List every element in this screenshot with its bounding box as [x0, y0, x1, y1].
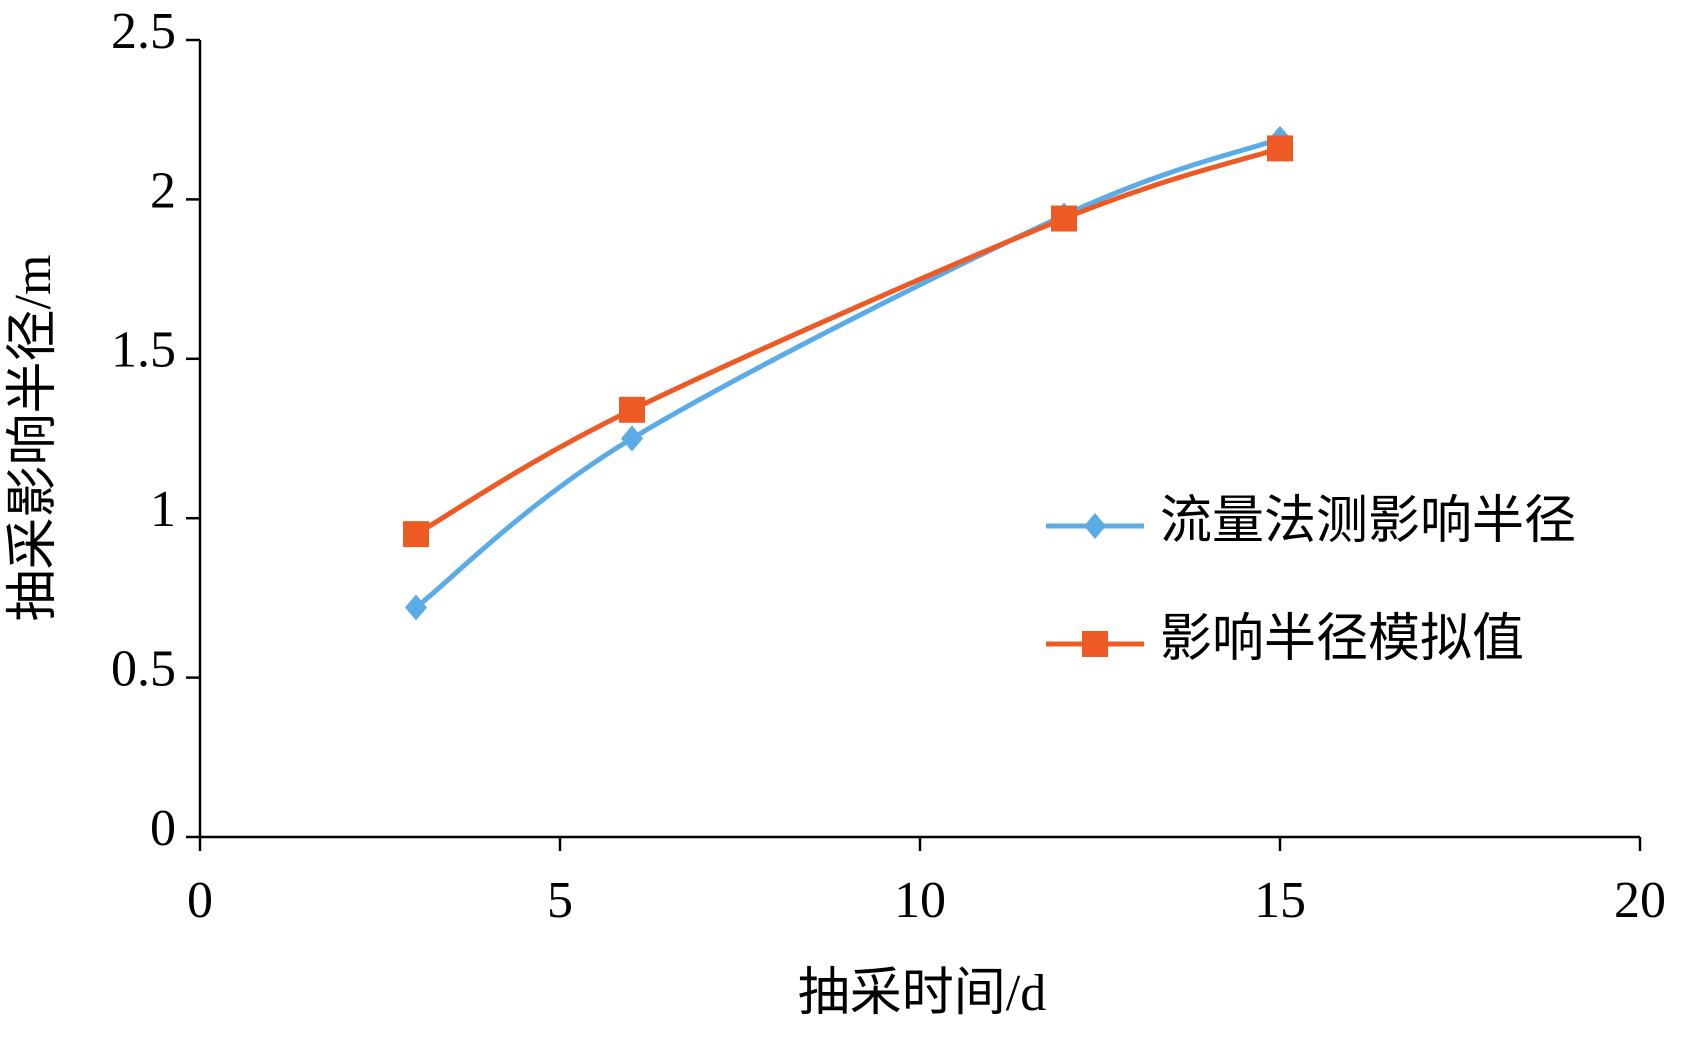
y-axis-label: 抽采影响半径/m: [5, 255, 62, 622]
x-tick-label: 5: [547, 872, 573, 929]
legend-marker: [1084, 513, 1106, 539]
y-tick-label: 0: [150, 800, 176, 857]
x-tick-label: 10: [894, 872, 946, 929]
x-axis-label: 抽采时间/d: [798, 965, 1046, 1022]
data-point: [619, 396, 645, 423]
series-line: [414, 136, 1281, 610]
legend-label: 流量法测影响半径: [1160, 493, 1576, 550]
y-tick-label: 2.5: [111, 3, 176, 60]
series-line: [414, 146, 1281, 537]
legend-marker: [1082, 631, 1108, 657]
y-tick-label: 1: [150, 481, 176, 538]
x-tick-label: 15: [1254, 872, 1306, 929]
x-tick-label: 0: [187, 872, 213, 929]
data-point: [1051, 205, 1077, 232]
x-tick-label: 20: [1614, 872, 1666, 929]
data-point: [405, 594, 427, 621]
data-point: [621, 425, 643, 452]
y-tick-label: 2: [150, 162, 176, 219]
data-point: [403, 521, 429, 548]
data-point: [1267, 135, 1293, 162]
y-tick-label: 1.5: [111, 322, 176, 379]
legend-label: 影响半径模拟值: [1160, 611, 1524, 668]
y-tick-label: 0.5: [111, 641, 176, 698]
